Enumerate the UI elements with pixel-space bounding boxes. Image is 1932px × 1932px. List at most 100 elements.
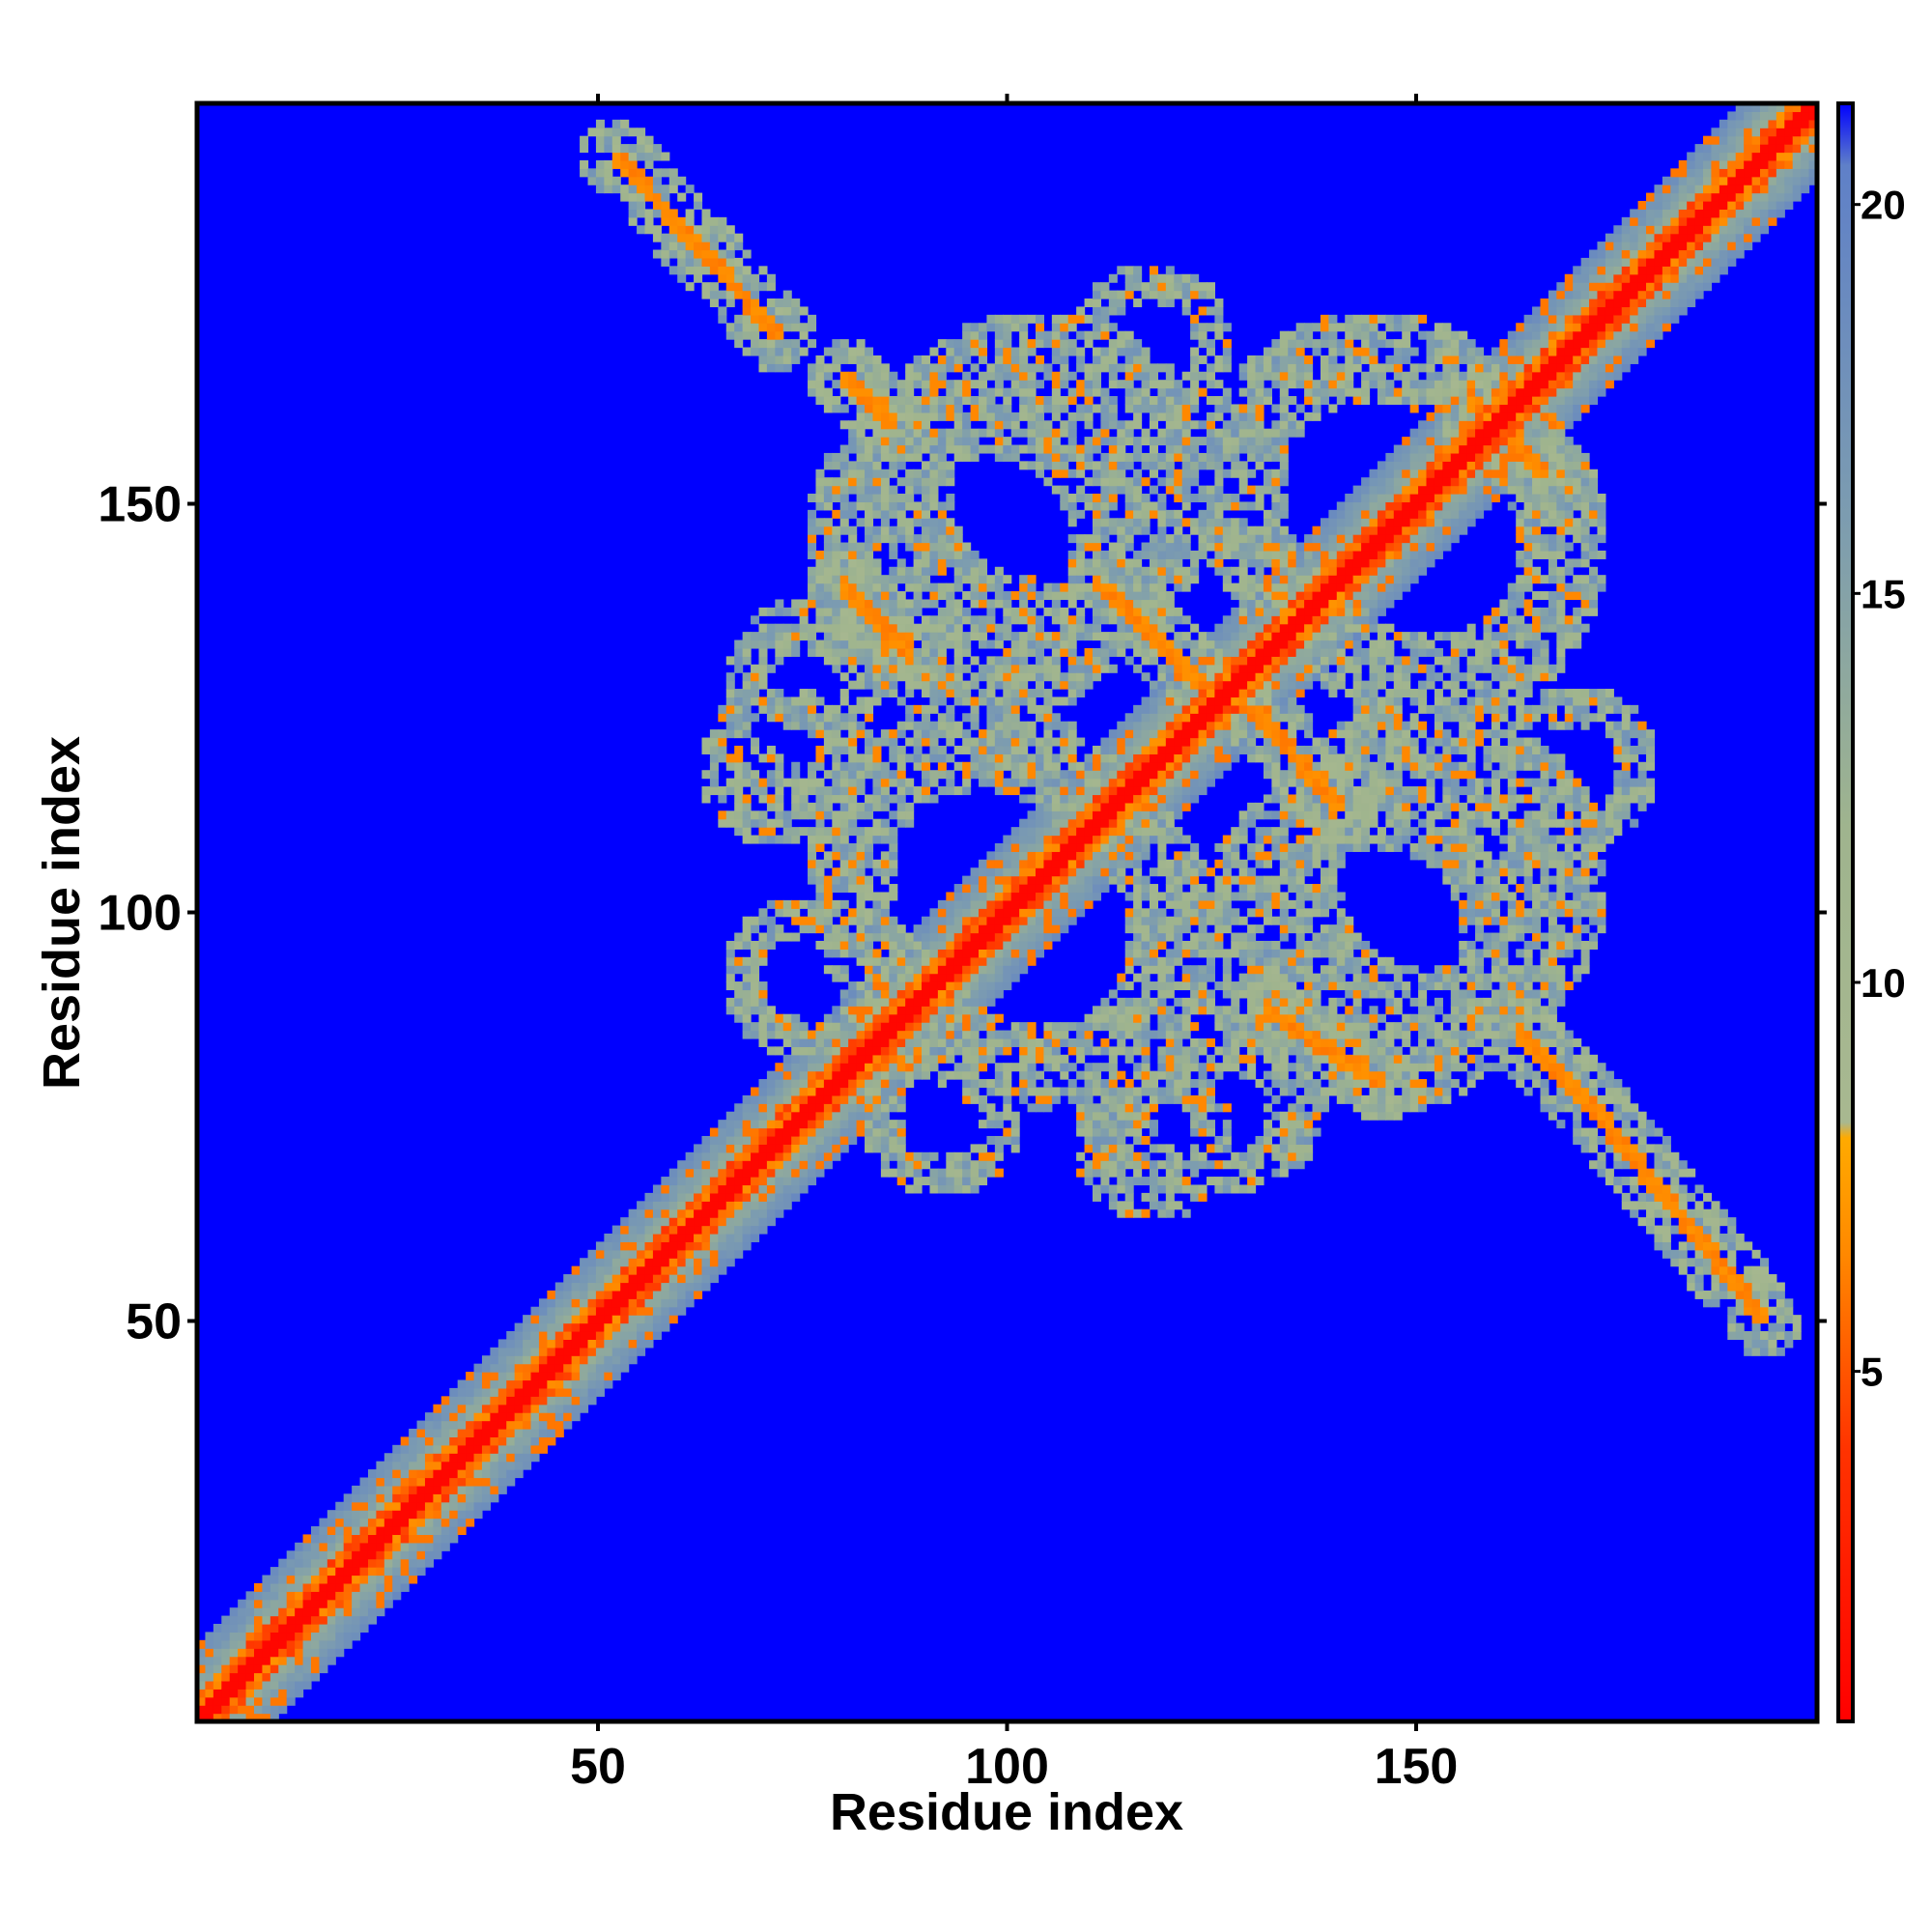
- heatmap-cell: [994, 851, 1004, 861]
- heatmap-cell: [677, 192, 687, 202]
- heatmap-cell: [1108, 1070, 1118, 1080]
- heatmap-cell: [677, 1201, 687, 1210]
- heatmap-cell: [946, 550, 955, 559]
- heatmap-cell: [856, 599, 866, 609]
- heatmap-cell: [530, 1339, 540, 1349]
- heatmap-cell: [262, 1672, 271, 1682]
- heatmap-cell: [270, 1689, 279, 1698]
- heatmap-cell: [856, 437, 866, 446]
- heatmap-cell: [1100, 323, 1110, 332]
- heatmap-cell: [848, 444, 858, 454]
- heatmap-cell: [782, 1063, 792, 1072]
- heatmap-cell: [1051, 615, 1061, 625]
- heatmap-cell: [986, 1054, 996, 1064]
- heatmap-cell: [392, 1477, 402, 1487]
- heatmap-cell: [979, 591, 988, 601]
- heatmap-cell: [1060, 884, 1069, 894]
- heatmap-cell: [661, 216, 670, 226]
- heatmap-cell: [1133, 867, 1143, 877]
- heatmap-cell: [1067, 737, 1077, 747]
- heatmap-cell: [856, 867, 866, 877]
- heatmap-cell: [1141, 1151, 1151, 1161]
- heatmap-cell: [856, 778, 866, 787]
- heatmap-cell: [872, 753, 882, 763]
- heatmap-cell: [979, 1094, 988, 1104]
- heatmap-cell: [865, 696, 874, 706]
- heatmap-cell: [839, 965, 849, 975]
- heatmap-cell: [929, 615, 939, 625]
- heatmap-cell: [1117, 1184, 1126, 1194]
- heatmap-cell: [782, 1184, 792, 1194]
- heatmap-cell: [751, 973, 760, 982]
- heatmap-cell: [253, 1615, 264, 1625]
- heatmap-cell: [1124, 558, 1134, 568]
- heatmap-cell: [775, 770, 784, 780]
- heatmap-cell: [694, 201, 703, 211]
- heatmap-cell: [490, 1485, 499, 1494]
- heatmap-cell: [1035, 786, 1045, 796]
- heatmap-cell: [661, 201, 670, 211]
- heatmap-cell: [1092, 477, 1102, 487]
- heatmap-cell: [302, 1567, 312, 1577]
- heatmap-cell: [880, 664, 890, 673]
- heatmap-cell: [1108, 1111, 1118, 1121]
- heatmap-cell: [848, 639, 858, 649]
- heatmap-cell: [775, 347, 784, 356]
- heatmap-cell: [547, 1298, 556, 1308]
- heatmap-cell: [872, 770, 882, 780]
- heatmap-cell: [848, 656, 858, 666]
- heatmap-cell: [889, 997, 898, 1007]
- heatmap-cell: [775, 1046, 784, 1056]
- heatmap-cell: [791, 1168, 801, 1178]
- heatmap-cell: [1060, 770, 1069, 780]
- heatmap-cell: [946, 689, 955, 698]
- heatmap-cell: [880, 477, 890, 487]
- heatmap-cell: [1043, 1094, 1053, 1104]
- heatmap-cell: [808, 1094, 817, 1104]
- heatmap-cell: [922, 615, 931, 625]
- heatmap-cell: [1043, 1079, 1053, 1089]
- heatmap-cell: [327, 1639, 336, 1649]
- heatmap-cell: [1117, 1013, 1126, 1023]
- heatmap-cell: [668, 1274, 678, 1284]
- heatmap-cell: [1067, 632, 1077, 641]
- heatmap-cell: [839, 591, 849, 601]
- heatmap-cell: [1003, 729, 1012, 739]
- heatmap-cell: [1133, 477, 1143, 487]
- heatmap-cell: [1108, 461, 1118, 470]
- heatmap-cell: [1035, 689, 1045, 698]
- heatmap-cell: [766, 323, 776, 332]
- heatmap-cell: [791, 1120, 801, 1129]
- heatmap-cell: [751, 949, 760, 958]
- heatmap-cell: [937, 981, 947, 991]
- heatmap-cell: [1108, 355, 1118, 364]
- heatmap-cell: [751, 1233, 760, 1242]
- heatmap-cell: [856, 469, 866, 478]
- heatmap-cell: [1092, 632, 1102, 641]
- heatmap-cell: [889, 632, 898, 641]
- heatmap-cell: [1067, 566, 1077, 576]
- heatmap-cell: [1100, 1127, 1110, 1137]
- heatmap-cell: [1092, 1079, 1102, 1089]
- heatmap-cell: [1051, 444, 1061, 454]
- heatmap-cell: [880, 1094, 890, 1104]
- heatmap-cell: [262, 1680, 271, 1690]
- heatmap-cell: [1060, 494, 1069, 503]
- heatmap-cell: [253, 1696, 264, 1706]
- heatmap-cell: [929, 1037, 939, 1047]
- heatmap-cell: [1027, 810, 1037, 820]
- heatmap-cell: [946, 729, 955, 739]
- heatmap-cell: [815, 639, 825, 649]
- heatmap-cell: [856, 632, 866, 641]
- heatmap-cell: [734, 810, 744, 820]
- heatmap-cell: [424, 1477, 434, 1487]
- heatmap-cell: [937, 582, 947, 592]
- heatmap-cell: [473, 1363, 483, 1373]
- heatmap-cell: [1027, 1037, 1037, 1047]
- heatmap-cell: [913, 1054, 923, 1064]
- heatmap-cell: [986, 892, 996, 901]
- heatmap-cell: [913, 623, 923, 633]
- heatmap-cell: [905, 1168, 915, 1178]
- heatmap-cell: [1092, 827, 1102, 837]
- heatmap-cell: [751, 273, 760, 283]
